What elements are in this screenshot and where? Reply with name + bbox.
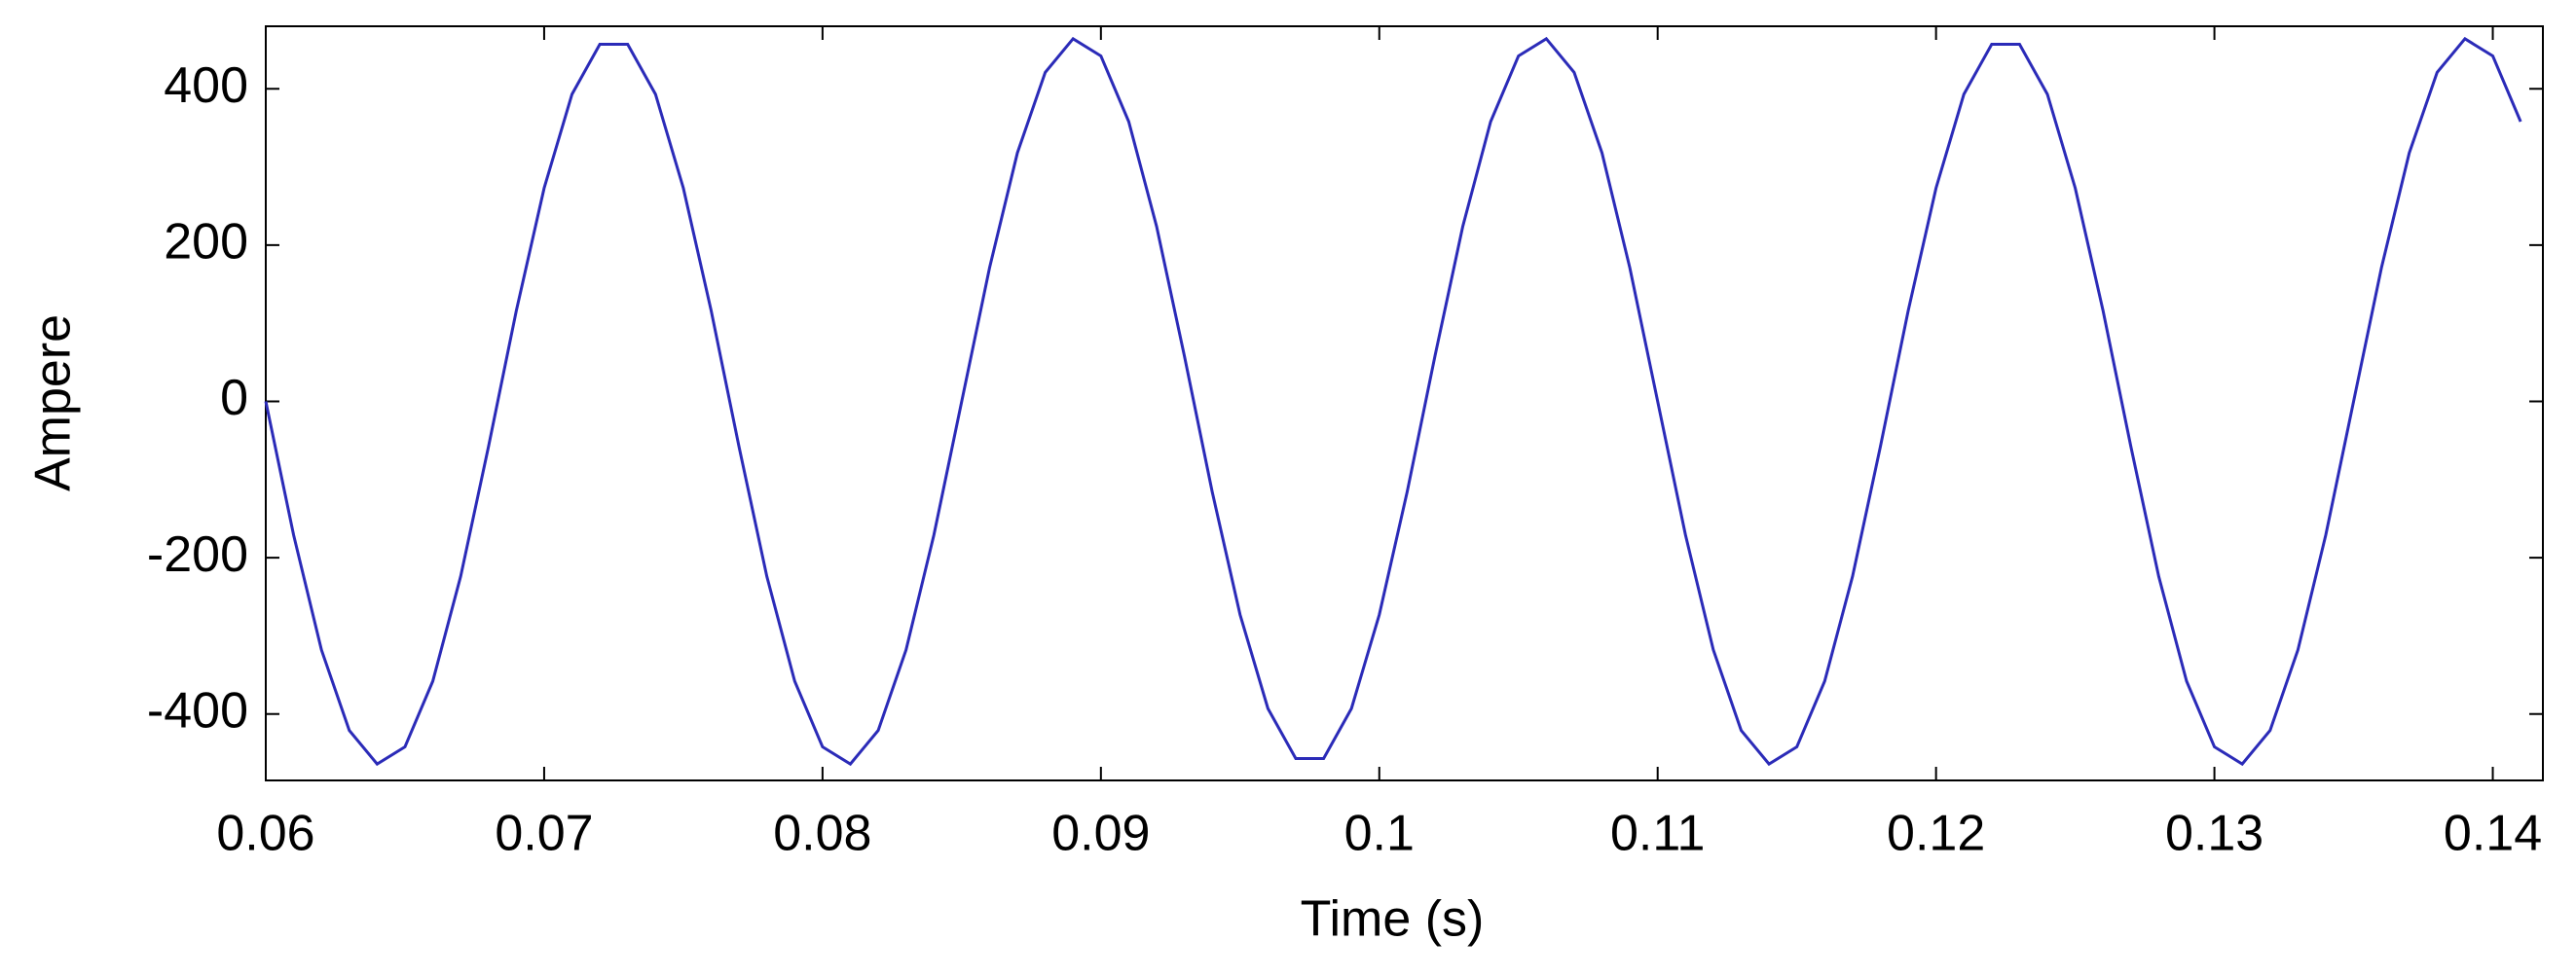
x-tick-label: 0.12 [1887,806,1985,862]
x-tick-label: 0.07 [495,806,593,862]
x-tick-label: 0.1 [1344,806,1415,862]
x-axis-label: Time (s) [1301,891,1485,948]
y-axis-label: Ampere [25,314,82,491]
x-tick-label: 0.14 [2444,806,2542,862]
data-line [264,36,2522,767]
x-tick-label: 0.06 [216,806,314,862]
x-tick-label: 0.09 [1051,806,1150,862]
y-tick-label: 200 [164,214,248,271]
x-tick-label: 0.11 [1610,806,1705,862]
y-tick-label: -200 [147,526,248,583]
x-tick-label: 0.13 [2165,806,2263,862]
x-tick-label: 0.08 [773,806,871,862]
y-tick-label: -400 [147,682,248,739]
y-tick-label: 0 [220,370,248,426]
plot-frame [265,25,2544,781]
y-tick-label: 400 [164,57,248,114]
